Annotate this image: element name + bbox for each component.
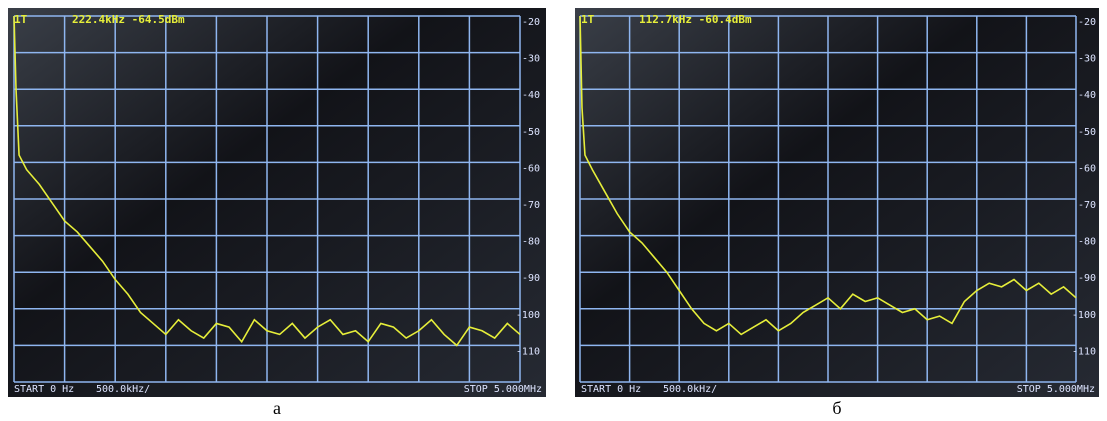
y-tick-label: -70 bbox=[522, 200, 540, 211]
y-tick-label: -80 bbox=[1078, 237, 1096, 248]
stop-label: STOP 5.000MHz bbox=[464, 384, 542, 395]
screen bbox=[8, 8, 546, 397]
y-tick-label: -50 bbox=[1078, 127, 1096, 138]
y-tick-label: -110 bbox=[516, 346, 540, 357]
marker-label: 1T bbox=[14, 13, 28, 26]
caption: б bbox=[832, 398, 841, 418]
start-label: START 0 Hz bbox=[14, 384, 74, 395]
figure: -20 -30 -40 -50 -60 -70 -80 -90 -100 -110 1T 222.4k… bbox=[0, 0, 1107, 421]
y-tick-label: -100 bbox=[516, 310, 540, 321]
y-tick-label: -30 bbox=[1078, 54, 1096, 65]
y-tick-label: -90 bbox=[1078, 273, 1096, 284]
marker-readout: 112.7kHz -60.4dBm bbox=[639, 13, 752, 26]
stop-label: STOP 5.000MHz bbox=[1017, 384, 1095, 395]
marker-readout: 222.4kHz -64.5dBm bbox=[72, 13, 185, 26]
screen bbox=[575, 8, 1099, 397]
y-tick-label: -30 bbox=[522, 54, 540, 65]
y-tick-label: -50 bbox=[522, 127, 540, 138]
y-tick-label: -100 bbox=[1072, 310, 1096, 321]
y-tick-label: -80 bbox=[522, 237, 540, 248]
y-tick-label: -40 bbox=[1078, 90, 1096, 101]
y-tick-label: -70 bbox=[1078, 200, 1096, 211]
y-tick-label: -110 bbox=[1072, 346, 1096, 357]
marker-label: 1T bbox=[581, 13, 595, 26]
caption: а bbox=[273, 398, 281, 418]
start-label: START 0 Hz bbox=[581, 384, 641, 395]
y-tick-label: -60 bbox=[522, 163, 540, 174]
y-tick-label: -20 bbox=[1078, 17, 1096, 28]
y-tick-label: -40 bbox=[522, 90, 540, 101]
y-tick-label: -60 bbox=[1078, 163, 1096, 174]
scale-label: 500.0kHz/ bbox=[96, 384, 150, 395]
scale-label: 500.0kHz/ bbox=[663, 384, 717, 395]
y-tick-label: -20 bbox=[522, 17, 540, 28]
y-tick-label: -90 bbox=[522, 273, 540, 284]
